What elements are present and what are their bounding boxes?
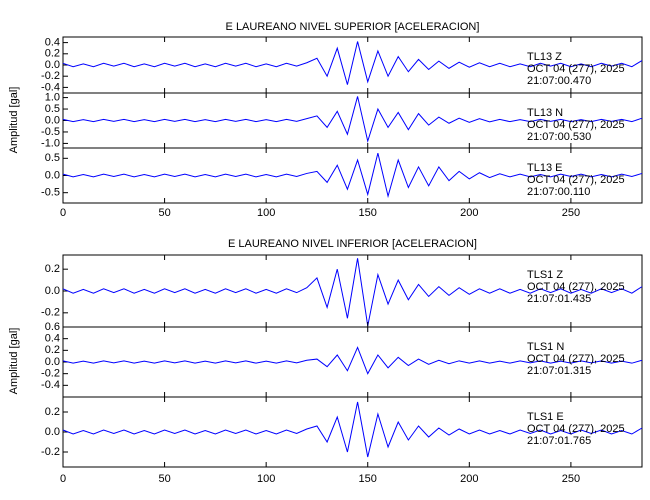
y-tick-label: -0.2 (41, 368, 60, 380)
y-tick-label: 0.2 (45, 48, 60, 60)
chart-title: E LAUREANO NIVEL INFERIOR [ACELERACION] (228, 238, 477, 250)
y-tick-label: -0.5 (41, 126, 60, 138)
y-tick-label: 0.0 (45, 59, 60, 71)
trace-annotation: OCT 04 (277), 2025 (527, 281, 625, 293)
y-tick-label: 0.0 (45, 169, 60, 181)
x-tick-label: 200 (460, 473, 478, 485)
y-tick-label: 0.5 (45, 103, 60, 115)
y-tick-label: 0.0 (45, 114, 60, 126)
x-tick-label: 150 (359, 207, 377, 219)
trace-annotation: 21:07:01.765 (527, 435, 591, 447)
x-tick-label: 150 (359, 473, 377, 485)
y-tick-label: 0.4 (45, 333, 60, 345)
y-tick-label: -0.5 (41, 187, 60, 199)
x-tick-label: 100 (257, 473, 275, 485)
trace-annotation: 21:07:00.530 (527, 131, 591, 143)
x-tick-label: 50 (158, 207, 170, 219)
waveform (62, 346, 643, 375)
y-tick-label: 0.5 (45, 152, 60, 164)
trace-annotation: 21:07:00.470 (527, 75, 591, 87)
y-tick-label: 0.0 (45, 356, 60, 368)
x-tick-label: 0 (60, 473, 66, 485)
y-tick-label: 1.0 (45, 91, 60, 103)
y-tick-label: 0.6 (45, 321, 60, 333)
y-tick-label: 0.2 (45, 263, 60, 275)
waveform (62, 258, 643, 327)
trace-annotation: 21:07:01.435 (527, 293, 591, 305)
waveform (62, 401, 643, 458)
y-tick-label: -0.2 (41, 70, 60, 82)
y-tick-label: -0.2 (41, 307, 60, 319)
y-axis-label: Amplitud [gal] (8, 87, 20, 154)
waveform (62, 41, 643, 85)
x-tick-label: 0 (60, 207, 66, 219)
x-tick-label: 50 (158, 473, 170, 485)
y-tick-label: -0.4 (41, 81, 60, 93)
trace-annotation: OCT 04 (277), 2025 (527, 174, 625, 186)
trace-annotation: OCT 04 (277), 2025 (527, 353, 625, 365)
y-tick-label: -1.0 (41, 137, 60, 149)
x-tick-label: 250 (562, 207, 580, 219)
chart-title: E LAUREANO NIVEL SUPERIOR [ACELERACION] (226, 21, 480, 33)
trace-annotation: OCT 04 (277), 2025 (527, 119, 625, 131)
y-tick-label: 0.0 (45, 426, 60, 438)
trace-annotation: TLS1 E (527, 411, 564, 423)
trace-annotation: TL13 Z (527, 51, 562, 63)
trace-annotation: OCT 04 (277), 2025 (527, 423, 625, 435)
y-tick-label: 0.0 (45, 285, 60, 297)
y-tick-label: -0.2 (41, 446, 60, 458)
waveform (62, 153, 643, 199)
x-tick-label: 200 (460, 207, 478, 219)
trace-annotation: TL13 N (527, 107, 563, 119)
trace-annotation: TLS1 Z (527, 269, 563, 281)
trace-annotation: TL13 E (527, 162, 562, 174)
trace-annotation: TLS1 N (527, 341, 564, 353)
y-tick-label: 0.2 (45, 406, 60, 418)
y-tick-label: 0.2 (45, 344, 60, 356)
y-axis-label: Amplitud [gal] (8, 328, 20, 395)
y-tick-label: -0.4 (41, 379, 60, 391)
x-tick-label: 250 (562, 473, 580, 485)
trace-annotation: 21:07:00.110 (527, 186, 590, 198)
x-tick-label: 100 (257, 207, 275, 219)
trace-annotation: OCT 04 (277), 2025 (527, 63, 625, 75)
trace-annotation: 21:07:01.315 (527, 365, 591, 377)
waveform (62, 96, 643, 144)
y-tick-label: 0.4 (45, 37, 60, 49)
